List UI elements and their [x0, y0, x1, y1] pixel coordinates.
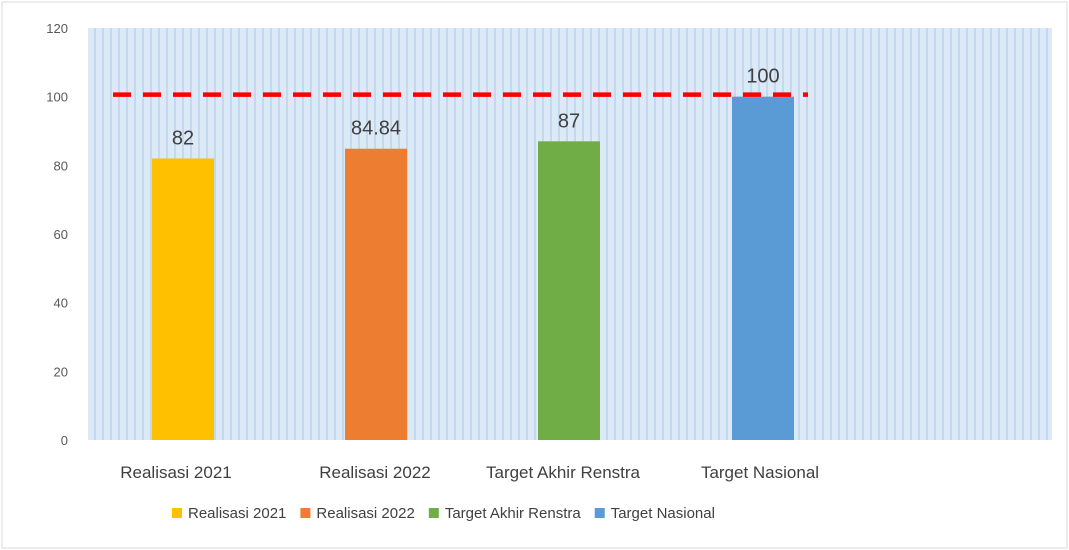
data-label: 87: [558, 110, 580, 132]
legend-swatch: [172, 508, 182, 518]
bar: [152, 158, 214, 440]
legend-swatch: [428, 508, 439, 518]
data-label: 100: [746, 66, 779, 88]
x-axis: Realisasi 2021 Realisasi 2022 Target Akhir…: [120, 463, 819, 482]
legend-label: Target Akhir Renstra: [445, 505, 582, 522]
x-tick-label: Realisasi 2022: [319, 463, 431, 482]
y-tick-label: 120: [46, 21, 68, 36]
legend-swatch: [594, 508, 605, 518]
y-tick-label: 100: [46, 90, 68, 105]
y-tick-label: 40: [54, 296, 68, 311]
data-label: 82: [172, 127, 194, 149]
x-tick-label: Target Nasional: [701, 463, 819, 482]
x-tick-label: Realisasi 2021: [120, 463, 232, 482]
legend-label: Realisasi 2021: [188, 505, 286, 522]
bar: [732, 96, 794, 441]
bar: [345, 148, 407, 440]
y-axis: 0 20 40 60 80 100 120: [46, 21, 68, 448]
y-tick-label: 60: [54, 227, 68, 242]
legend-label: Realisasi 2022: [316, 505, 414, 522]
y-tick-label: 20: [54, 364, 68, 379]
bar: [538, 141, 600, 441]
y-tick-label: 0: [61, 433, 68, 448]
legend: Realisasi 2021 Realisasi 2022 Target Akhir…: [172, 505, 715, 522]
data-label: 84.84: [351, 118, 401, 140]
data-labels: 82 84.84 87 100: [172, 66, 780, 150]
y-tick-label: 80: [54, 158, 68, 173]
x-tick-label: Target Akhir Renstra: [486, 463, 641, 482]
legend-swatch: [300, 508, 311, 518]
bar-series: [152, 96, 794, 441]
legend-label: Target Nasional: [611, 505, 715, 522]
